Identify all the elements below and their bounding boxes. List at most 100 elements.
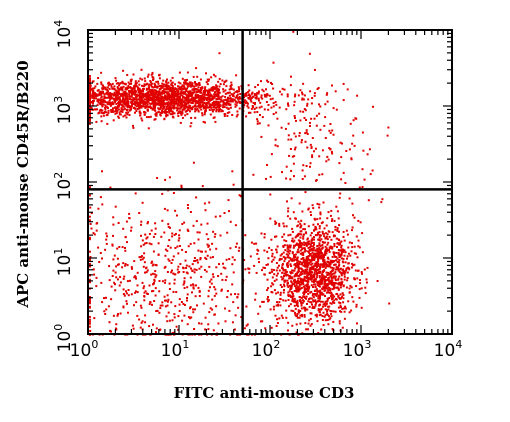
data-point xyxy=(291,271,294,274)
data-point xyxy=(320,254,323,257)
data-point xyxy=(107,84,110,87)
data-point xyxy=(310,290,313,293)
data-point xyxy=(102,87,105,90)
data-point xyxy=(248,93,250,96)
data-point xyxy=(341,142,343,145)
data-point xyxy=(243,101,246,103)
data-point xyxy=(352,214,354,217)
data-point xyxy=(108,92,110,95)
data-point xyxy=(145,242,148,244)
data-point xyxy=(305,264,308,267)
data-point xyxy=(170,108,173,111)
data-point xyxy=(351,296,354,299)
data-point xyxy=(285,274,288,277)
data-point xyxy=(333,299,336,302)
data-point xyxy=(135,98,138,101)
data-point xyxy=(147,98,150,101)
data-point xyxy=(219,105,222,107)
data-point xyxy=(335,259,337,262)
data-point xyxy=(198,103,201,106)
data-point xyxy=(227,107,230,110)
data-point xyxy=(318,243,321,246)
data-point xyxy=(212,275,215,278)
data-point xyxy=(120,86,123,89)
data-point xyxy=(141,84,143,87)
data-point xyxy=(170,102,173,105)
data-point xyxy=(190,102,193,105)
data-point xyxy=(144,271,146,274)
data-point xyxy=(294,258,297,261)
data-point xyxy=(251,105,254,107)
data-point xyxy=(247,111,250,114)
data-point xyxy=(318,248,321,251)
data-point xyxy=(232,95,235,97)
data-point xyxy=(114,101,117,104)
data-point xyxy=(260,135,263,138)
data-point xyxy=(187,85,190,88)
data-point xyxy=(207,245,210,248)
data-point xyxy=(236,101,239,104)
data-point xyxy=(328,305,331,308)
data-point xyxy=(257,99,260,102)
data-point xyxy=(165,115,168,118)
data-point xyxy=(194,116,197,119)
data-point xyxy=(338,254,341,256)
data-point xyxy=(234,103,237,106)
data-point xyxy=(107,96,110,99)
data-point xyxy=(319,265,322,268)
data-point xyxy=(189,317,192,320)
data-point xyxy=(309,275,312,278)
data-point xyxy=(158,311,161,314)
data-point xyxy=(100,92,103,95)
data-point xyxy=(183,281,186,284)
data-point xyxy=(357,269,360,272)
data-point xyxy=(180,89,183,92)
data-point xyxy=(141,89,144,92)
data-point xyxy=(309,268,311,271)
data-point xyxy=(197,110,200,113)
data-point xyxy=(142,265,145,268)
data-point xyxy=(164,254,167,257)
data-point xyxy=(193,260,196,262)
data-point xyxy=(169,104,172,107)
data-point xyxy=(124,247,126,249)
data-point xyxy=(324,276,327,278)
data-point xyxy=(208,78,210,81)
data-point xyxy=(129,86,132,88)
data-point xyxy=(225,103,228,106)
data-point xyxy=(293,115,296,117)
data-point xyxy=(180,91,183,94)
data-point xyxy=(127,81,130,84)
tick-base: 10 xyxy=(55,103,75,125)
data-point xyxy=(267,108,270,111)
data-point xyxy=(214,75,217,78)
data-point xyxy=(308,319,311,322)
data-point xyxy=(328,276,331,279)
x-tick-labels: 100 101 102 103 104 xyxy=(70,338,463,361)
data-point xyxy=(226,290,229,292)
data-point xyxy=(340,297,342,300)
data-point xyxy=(288,284,291,287)
data-point xyxy=(175,92,178,95)
data-point xyxy=(339,141,342,144)
data-point xyxy=(153,278,156,281)
data-point xyxy=(139,104,142,107)
data-point xyxy=(179,263,182,265)
data-point xyxy=(122,227,125,230)
data-point xyxy=(191,283,194,286)
data-point xyxy=(124,83,127,86)
data-point xyxy=(318,255,320,258)
data-point xyxy=(307,276,310,279)
data-point xyxy=(317,238,320,241)
data-point xyxy=(310,277,313,280)
data-point xyxy=(207,106,210,109)
data-point xyxy=(111,243,114,246)
data-point xyxy=(165,81,168,84)
data-point xyxy=(171,110,174,113)
data-point xyxy=(222,83,225,86)
data-point xyxy=(265,264,268,266)
data-point xyxy=(347,246,350,249)
data-point xyxy=(271,97,274,100)
data-point xyxy=(179,93,182,96)
data-point xyxy=(310,297,313,300)
